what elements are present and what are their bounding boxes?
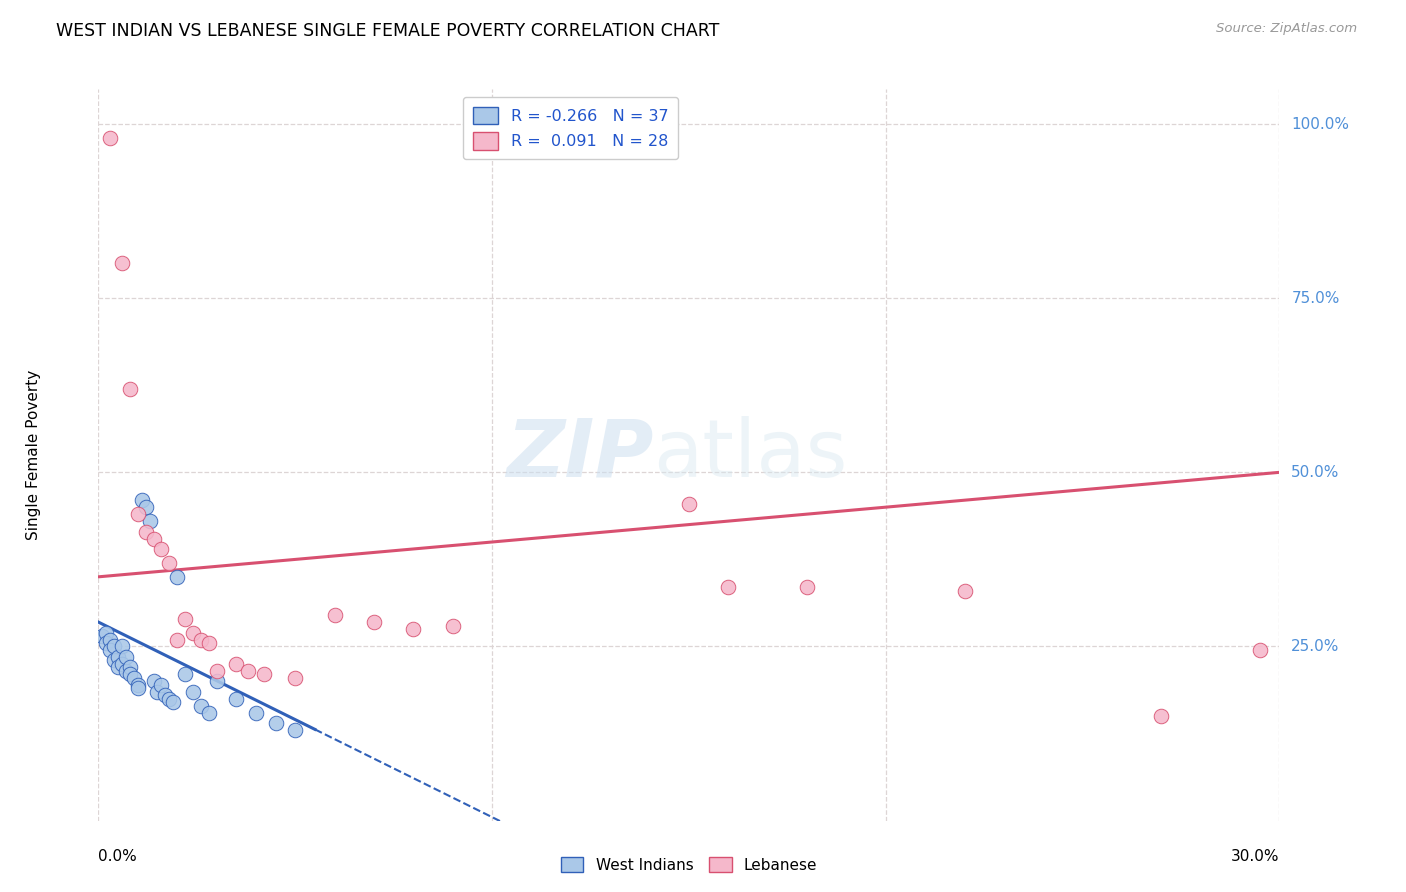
Text: Source: ZipAtlas.com: Source: ZipAtlas.com	[1216, 22, 1357, 36]
Point	[103, 640, 125, 654]
Point	[118, 667, 141, 681]
Point	[135, 524, 157, 539]
Point	[166, 570, 188, 584]
Point	[190, 632, 212, 647]
Point	[155, 688, 177, 702]
Text: Single Female Poverty: Single Female Poverty	[25, 370, 41, 540]
Point	[103, 653, 125, 667]
Point	[122, 671, 145, 685]
Point	[796, 580, 818, 594]
Point	[115, 664, 138, 678]
Point	[236, 664, 259, 678]
Point	[111, 640, 134, 654]
Text: 50.0%: 50.0%	[1291, 465, 1340, 480]
Point	[107, 660, 129, 674]
Point	[284, 671, 307, 685]
Point	[1150, 709, 1173, 723]
Point	[157, 691, 180, 706]
Point	[402, 622, 425, 636]
Point	[115, 649, 138, 664]
Point	[118, 382, 141, 396]
Text: 30.0%: 30.0%	[1232, 848, 1279, 863]
Point	[678, 497, 700, 511]
Point	[441, 618, 464, 632]
Text: 0.0%: 0.0%	[98, 848, 138, 863]
Point	[127, 681, 149, 696]
Point	[150, 678, 173, 692]
Point	[111, 256, 134, 270]
Text: 75.0%: 75.0%	[1291, 291, 1340, 306]
Point	[127, 507, 149, 521]
Legend: West Indians, Lebanese: West Indians, Lebanese	[554, 851, 824, 879]
Point	[197, 636, 219, 650]
Point	[98, 643, 121, 657]
Point	[953, 583, 976, 598]
Point	[135, 500, 157, 515]
Point	[98, 632, 121, 647]
Point	[181, 685, 204, 699]
Point	[166, 632, 188, 647]
Point	[96, 636, 118, 650]
Point	[162, 695, 184, 709]
Point	[363, 615, 385, 629]
Point	[205, 664, 228, 678]
Point	[174, 612, 197, 626]
Point	[323, 608, 346, 623]
Point	[118, 660, 141, 674]
Point	[174, 667, 197, 681]
Point	[142, 674, 165, 689]
Point	[146, 685, 169, 699]
Point	[138, 514, 160, 528]
Point	[284, 723, 307, 737]
Point	[197, 706, 219, 720]
Point	[150, 541, 173, 556]
Point	[91, 629, 114, 643]
Point	[1249, 643, 1271, 657]
Point	[205, 674, 228, 689]
Point	[190, 698, 212, 713]
Point	[264, 716, 287, 731]
Point	[157, 556, 180, 570]
Point	[225, 657, 247, 671]
Point	[131, 493, 153, 508]
Point	[225, 691, 247, 706]
Text: 25.0%: 25.0%	[1291, 639, 1340, 654]
Text: atlas: atlas	[654, 416, 848, 494]
Point	[142, 532, 165, 546]
Text: WEST INDIAN VS LEBANESE SINGLE FEMALE POVERTY CORRELATION CHART: WEST INDIAN VS LEBANESE SINGLE FEMALE PO…	[56, 22, 720, 40]
Point	[253, 667, 276, 681]
Text: ZIP: ZIP	[506, 416, 654, 494]
Point	[181, 625, 204, 640]
Point	[127, 678, 149, 692]
Point	[107, 649, 129, 664]
Point	[717, 580, 740, 594]
Text: 100.0%: 100.0%	[1291, 117, 1350, 131]
Point	[96, 625, 118, 640]
Point	[98, 131, 121, 145]
Point	[111, 657, 134, 671]
Point	[245, 706, 267, 720]
